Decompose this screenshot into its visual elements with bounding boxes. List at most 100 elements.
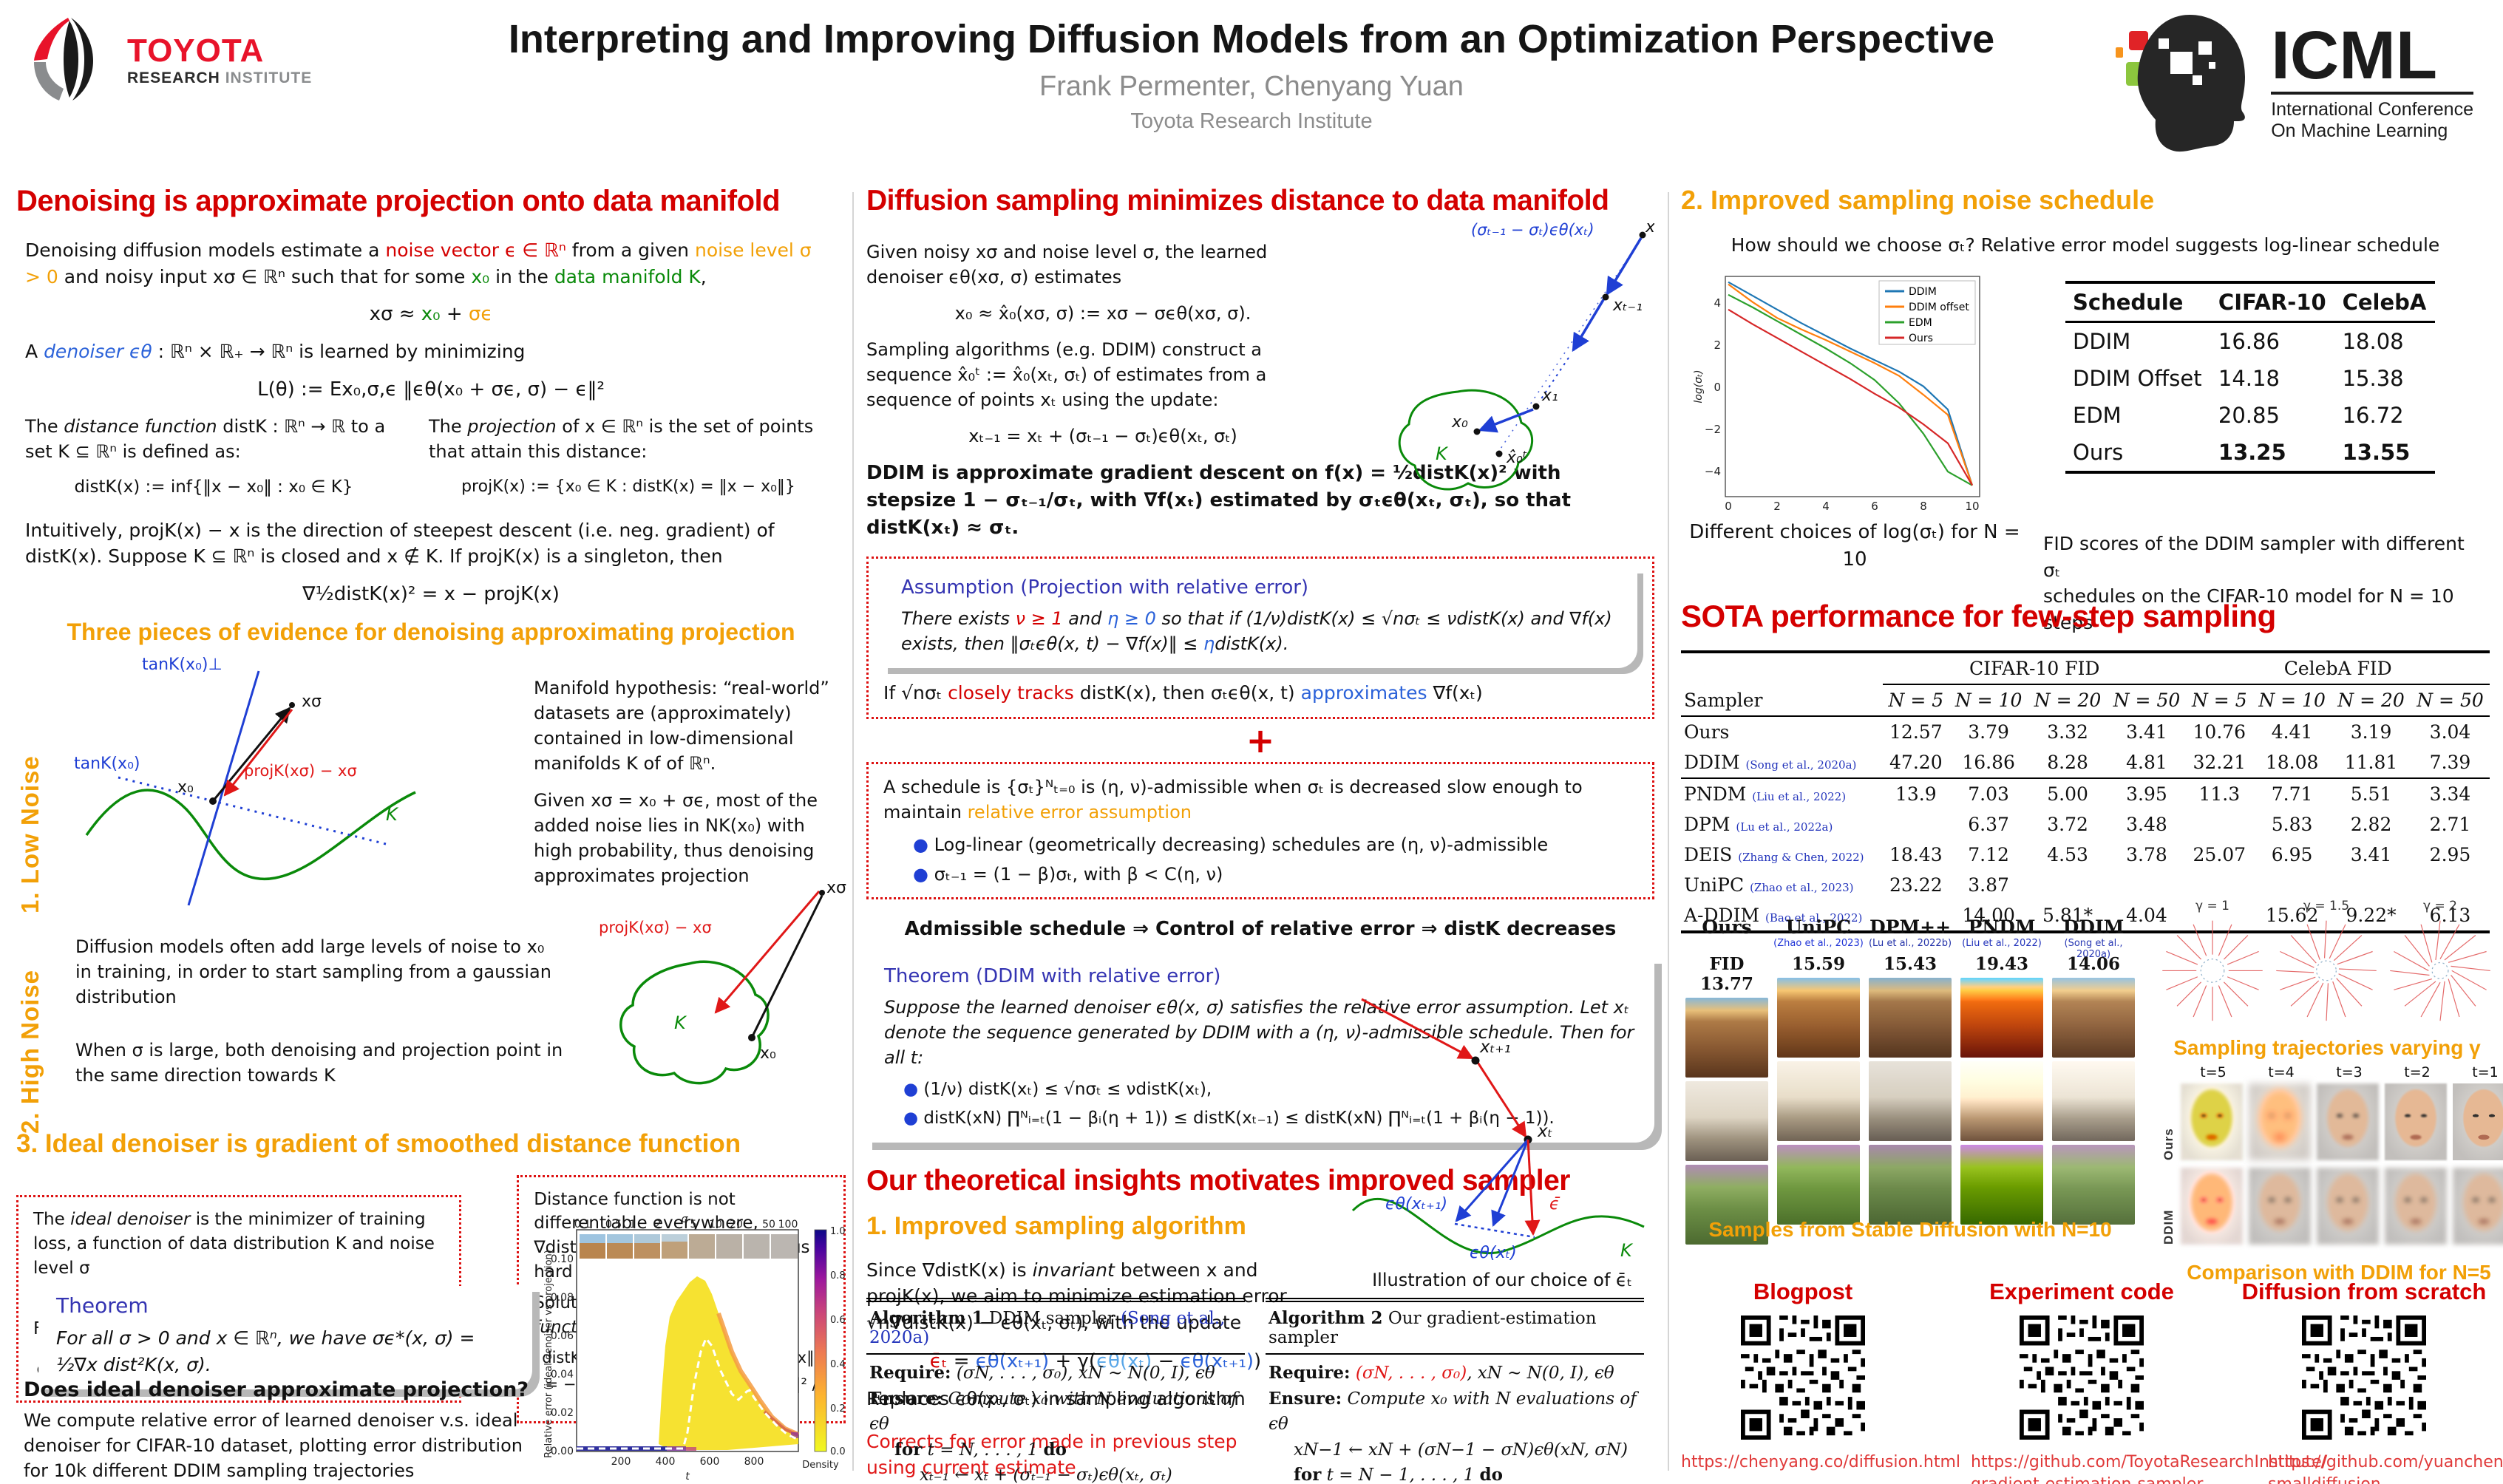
x-tick: 2 (1773, 500, 1781, 513)
heatmap-y-label: Relative error (ideal denoiser vs projec… (543, 1250, 554, 1458)
sota-row-ours: Ours 12.57 3.79 3.32 3.41 10.76 4.41 3.19 3.04 (1681, 716, 2490, 747)
cell: 3.34 (2429, 783, 2471, 805)
sampler-name: DDIM (1684, 752, 1740, 773)
algo1-cite: (Song et al., 2020a) (869, 1309, 1226, 1347)
eq-segment: σϵ (468, 303, 493, 325)
cell: Ours (2073, 440, 2124, 465)
method-cite: (Zhao et al., 2023) (1773, 938, 1864, 949)
face-sample (2385, 1083, 2447, 1160)
sota-table: CIFAR-10 FID CelebA FID Sampler N = 5 N =… (1681, 650, 2490, 933)
chart-legend: DDIM DDIM offset EDM Ours (1878, 280, 1976, 345)
method-name: Ours (1702, 916, 1752, 938)
column-divider-2 (1668, 192, 1669, 1471)
method-fid: 15.43 (1883, 954, 1937, 974)
sota-row-addim: A-DDIM (Bao et al., 2022) 14.00 5.81* 4.04… (1681, 900, 2490, 932)
cell: 7.03 (1968, 783, 2009, 805)
authors: Frank Permenter, Chenyang Yuan (1039, 71, 1464, 102)
theorem-ddim-title: Theorem (DDIM with relative error) (884, 964, 1221, 987)
assumption-title: Assumption (Projection with relative err… (901, 576, 1309, 599)
tracks-text: ∇f(xₜ) (1427, 682, 1483, 704)
legend-ddim-offset: DDIM offset (1909, 302, 1969, 313)
cell: 8.28 (2047, 752, 2088, 773)
ensure-value: Compute x₀ with N evaluations of ϵθ (869, 1389, 1237, 1434)
dog-image-strip (580, 1234, 798, 1259)
trajectory-plot-gamma-2 (2390, 920, 2490, 1021)
row-label-ours: Ours (2161, 1128, 2176, 1160)
cell: 20.85 (2218, 403, 2280, 428)
diffusion-scratch-url2[interactable]: smalldiffusion (2268, 1474, 2490, 1484)
how-choose-text: How should we choose σₜ? Relative error … (1731, 234, 2440, 256)
schedule-fid-table: Schedule CIFAR-10 CelebA DDIM 16.86 18.08 … (2065, 281, 2435, 474)
manifold-blob (1398, 389, 1533, 491)
assumption-text: so that if (1/ν)distK(x) ≤ √nσₜ ≤ νdistK… (901, 608, 1612, 655)
equation-gradient: ∇½distK(x)² = x − projK(x) (302, 582, 560, 605)
eq-segment: xσ ≈ (369, 303, 421, 325)
col-celeba: CelebA (2342, 290, 2427, 315)
col-schedule: Schedule (2073, 290, 2184, 315)
cell (2108, 870, 2187, 900)
cell: 5.83 (2271, 814, 2313, 835)
vectors (209, 701, 295, 805)
t-label: t=1 (2472, 1064, 2499, 1080)
method-name: DDIM (2062, 916, 2125, 938)
update-vector-label: (σₜ₋₁ − σₜ)ϵθ(xₜ) (1471, 221, 1594, 239)
cell: 3.04 (2429, 721, 2471, 743)
sampling-algorithms-text: Sampling algorithms (e.g. DDIM) construc… (866, 339, 1267, 411)
x-tick: 200 (611, 1456, 631, 1468)
epsilon-vectors (1454, 1139, 1541, 1239)
sample-image-room (1777, 1061, 1860, 1141)
diffusion-scratch-url[interactable]: https://github.com/yuanchenyang/ (2268, 1453, 2503, 1471)
cell: 10.76 (2193, 721, 2246, 743)
cell (2186, 809, 2252, 840)
for-range: t = N, . . . , 1 (922, 1440, 1044, 1460)
blogpost-url[interactable]: https://chenyang.co/diffusion.html (1681, 1453, 1961, 1471)
equation-distance: distK(x) := inf{‖x − x₀‖ : x₀ ∈ K} (74, 477, 353, 497)
cbar-tick: 0.6 (830, 1315, 846, 1326)
sampler-name: A-DDIM (1684, 905, 1760, 926)
require-label: Require: (869, 1363, 951, 1383)
experiment-code-heading: Experiment code (1989, 1279, 2174, 1304)
noise-level-term: noise level σ > 0 (25, 239, 812, 287)
y-tick: 0 (1714, 381, 1721, 394)
x-tick: 0 (1725, 500, 1732, 513)
experiment-code-url[interactable]: https://github.com/ToyotaResearchInstitu… (1971, 1453, 2328, 1471)
ideal-denoiser-heading: 3. Ideal denoiser is gradient of smoothe… (16, 1129, 741, 1158)
trajectory (1473, 231, 1646, 457)
init-line: xN−1 ← xN + (σN−1 − σN)ϵθ(xN, σN) (1294, 1440, 1629, 1460)
beta-bullet: σₜ₋₁ = (1 − β)σₜ, with β < C(η, ν) (934, 864, 1223, 885)
y-tick: 0.00 (551, 1446, 574, 1457)
intro-segment: in the (489, 265, 554, 287)
cell: 4.53 (2047, 844, 2088, 865)
experiment-code-url2[interactable]: gradient-estimation-sampler (1971, 1474, 2215, 1484)
require-sigmas: (σN, . . . , σ₀) (1350, 1364, 1467, 1383)
eq-segment: − (1152, 1350, 1181, 1373)
improved-algorithm-heading: 1. Improved sampling algorithm (866, 1211, 1246, 1240)
cell: 3.48 (2126, 814, 2167, 835)
x-tick: 800 (744, 1456, 764, 1468)
cell: DDIM Offset (2073, 366, 2202, 391)
ensure-value: Compute x₀ with N evaluations of ϵθ (1269, 1389, 1637, 1434)
gamma-label-2: γ = 2 (2423, 899, 2457, 913)
samples-col-pndm: PNDM (Liu et al., 2022) 19.43 (1956, 916, 2048, 1248)
sample-image-house (1869, 1145, 1952, 1225)
face-sample (2317, 1168, 2379, 1245)
evidence-heading: Three pieces of evidence for denoising a… (67, 618, 795, 645)
question-heading: Does ideal denoiser approximate projecti… (24, 1378, 529, 1401)
icml-sub1: International Conference (2271, 98, 2473, 120)
cell: 18.08 (2342, 329, 2404, 354)
sigma-tick: 0.5 (605, 1219, 622, 1231)
chart-y-ticks: 4 2 0 −2 −4 (1705, 296, 1721, 478)
method-name: PNDM (1968, 916, 2036, 938)
denoiser-estimates-text: Given noisy xσ and noise level σ, the le… (866, 242, 1268, 288)
mean-error-curve (577, 1336, 799, 1450)
col-n: N = 20 (2337, 690, 2405, 711)
col-n: N = 5 (2191, 690, 2247, 711)
sigma-tick: 0.1 (574, 1219, 591, 1231)
sample-image-house (1777, 1145, 1860, 1225)
method-name: DPM++ (1869, 916, 1952, 938)
cell: DDIM (2073, 329, 2131, 354)
cell: 6.37 (1968, 814, 2009, 835)
x-tick: 600 (700, 1456, 720, 1468)
closely-tracks-term: closely tracks (948, 682, 1074, 704)
log-sigma-chart[interactable]: DDIM DDIM offset EDM Ours 4 2 0 −2 −4 0 … (1693, 272, 2018, 516)
